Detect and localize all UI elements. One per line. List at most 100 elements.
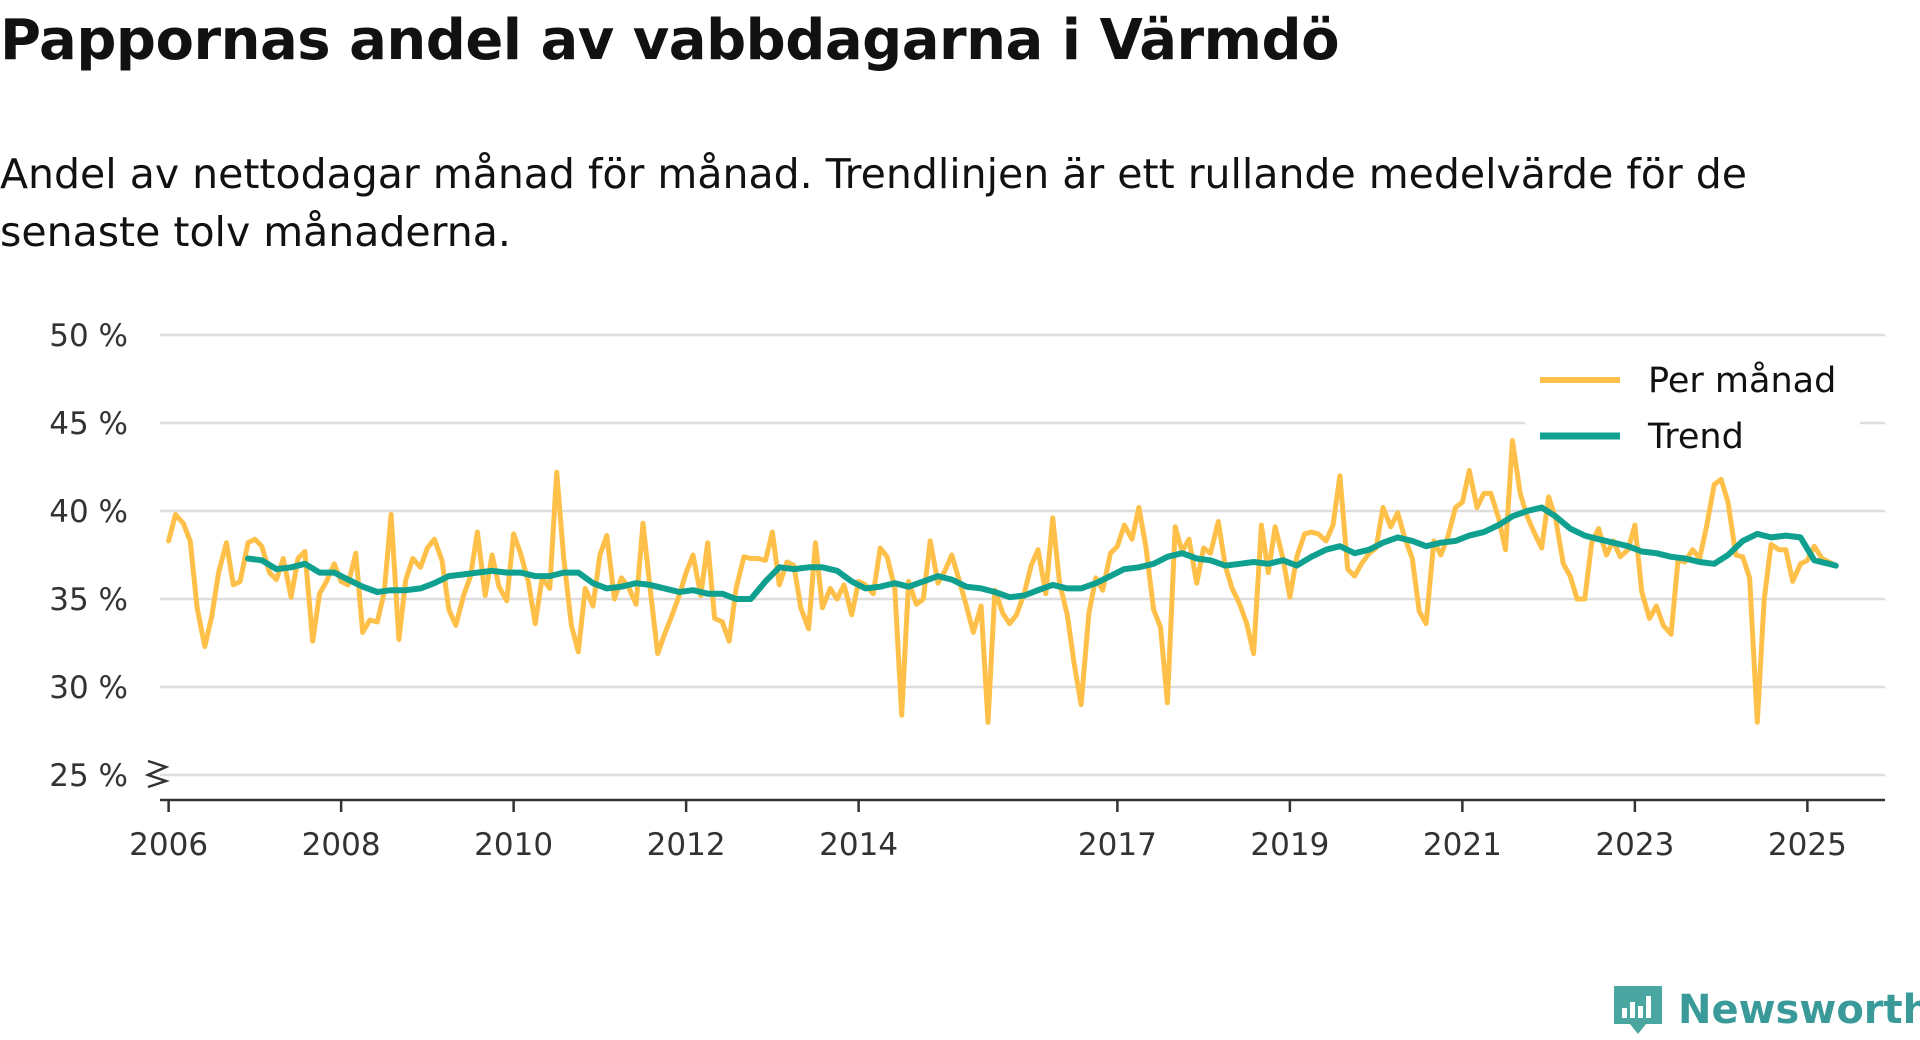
x-tick-label: 2023 xyxy=(1595,827,1674,863)
y-tick-label: 25 % xyxy=(49,758,128,794)
data-point xyxy=(562,571,565,574)
data-point xyxy=(591,604,595,608)
data-point xyxy=(734,587,738,590)
data-point xyxy=(1036,589,1040,592)
data-point xyxy=(756,557,759,560)
data-point xyxy=(1001,611,1004,615)
data-point xyxy=(728,640,731,643)
data-point xyxy=(1036,548,1040,551)
data-point xyxy=(1109,552,1112,555)
data-point xyxy=(182,522,185,525)
data-point xyxy=(534,574,537,578)
data-point xyxy=(1813,545,1816,548)
data-point xyxy=(1756,721,1759,724)
data-point xyxy=(354,552,357,555)
data-point xyxy=(1209,559,1212,562)
data-point xyxy=(519,552,522,555)
data-point xyxy=(721,620,724,624)
data-point xyxy=(1763,597,1766,601)
data-point xyxy=(167,539,170,543)
data-point xyxy=(548,574,551,578)
data-point xyxy=(829,587,832,590)
data-point xyxy=(634,582,638,585)
data-point xyxy=(1777,548,1781,551)
data-point xyxy=(584,587,587,590)
data-point xyxy=(318,571,321,574)
data-point xyxy=(842,583,846,587)
data-point xyxy=(1317,532,1320,536)
data-point xyxy=(275,578,278,581)
data-point xyxy=(1597,527,1600,530)
data-point xyxy=(1295,564,1299,567)
data-point xyxy=(936,574,940,578)
data-point xyxy=(1152,608,1155,611)
data-point xyxy=(1827,562,1831,565)
data-point xyxy=(620,576,623,580)
data-point xyxy=(1079,703,1083,706)
data-point xyxy=(217,571,220,574)
data-point xyxy=(591,582,595,585)
data-point xyxy=(929,539,932,543)
data-point xyxy=(663,587,666,590)
data-point xyxy=(1238,562,1242,565)
data-point xyxy=(1130,538,1134,541)
data-point xyxy=(203,645,206,648)
data-point xyxy=(368,618,371,622)
brand-name: Newsworthy xyxy=(1678,987,1920,1033)
data-point xyxy=(282,557,285,560)
data-point xyxy=(620,585,623,588)
data-point xyxy=(807,566,810,569)
chart-subtitle: Andel av nettodagar månad för månad. Tre… xyxy=(0,150,1747,256)
data-point xyxy=(1187,538,1191,541)
data-point xyxy=(1252,652,1255,655)
data-point xyxy=(419,587,422,590)
data-point xyxy=(311,640,314,643)
data-point xyxy=(764,580,767,583)
data-point xyxy=(1439,541,1443,544)
x-tick-label: 2025 xyxy=(1768,827,1847,863)
data-point xyxy=(225,541,228,544)
data-point xyxy=(1741,539,1744,543)
data-point xyxy=(1590,541,1593,544)
data-point xyxy=(1698,560,1701,564)
data-point xyxy=(505,599,508,602)
data-point xyxy=(497,585,501,588)
data-point xyxy=(376,620,379,624)
data-point xyxy=(1310,530,1313,534)
data-point xyxy=(1547,495,1550,499)
data-point xyxy=(534,622,537,625)
data-point xyxy=(1123,523,1126,527)
data-point xyxy=(979,604,983,608)
data-point xyxy=(1648,617,1651,620)
data-point xyxy=(1562,562,1565,565)
data-point xyxy=(548,587,551,590)
data-point xyxy=(1137,566,1141,569)
x-tick-label: 2019 xyxy=(1250,827,1329,863)
data-point xyxy=(1482,530,1486,534)
data-point xyxy=(318,592,321,595)
data-point xyxy=(174,513,177,516)
data-point xyxy=(641,522,645,525)
data-point xyxy=(512,532,515,536)
data-point xyxy=(1741,555,1744,558)
data-point xyxy=(433,582,436,585)
data-point xyxy=(1540,506,1543,509)
data-point xyxy=(404,578,407,581)
data-point xyxy=(879,585,882,588)
data-point xyxy=(907,585,910,588)
y-tick-label: 50 % xyxy=(49,318,128,354)
data-point xyxy=(1166,701,1169,704)
data-point xyxy=(1626,545,1630,548)
data-point xyxy=(1166,555,1169,558)
data-point xyxy=(1461,501,1464,504)
data-point xyxy=(1497,523,1500,527)
data-point xyxy=(1669,633,1673,636)
data-point xyxy=(268,571,271,574)
data-point xyxy=(484,594,487,597)
data-point xyxy=(1101,589,1104,592)
x-tick-label: 2006 xyxy=(129,827,208,863)
data-point xyxy=(1583,534,1587,537)
data-point xyxy=(1554,515,1557,518)
series-trend xyxy=(245,504,1839,602)
data-point xyxy=(778,583,781,587)
